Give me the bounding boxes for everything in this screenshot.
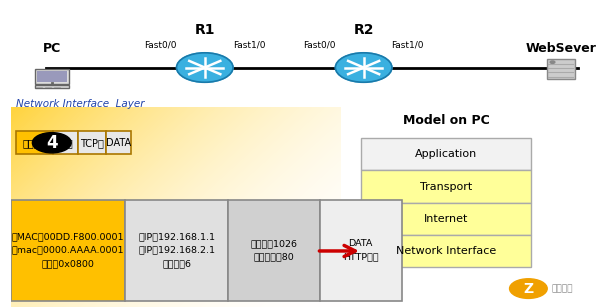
Text: WebSever: WebSever [525, 42, 596, 55]
Circle shape [510, 279, 547, 298]
Bar [106, 131, 130, 154]
Text: Fast1/0: Fast1/0 [391, 41, 424, 50]
Bar [35, 85, 69, 88]
Bar [228, 200, 320, 301]
Text: Z: Z [523, 282, 533, 296]
Bar [37, 71, 66, 82]
Text: R1: R1 [194, 23, 215, 37]
Text: Fast0/0: Fast0/0 [144, 41, 177, 50]
Text: 4: 4 [46, 134, 57, 152]
Circle shape [176, 53, 233, 82]
Text: PC: PC [43, 42, 61, 55]
Bar [547, 59, 575, 79]
Text: DATA: DATA [106, 138, 131, 148]
Text: IP头: IP头 [58, 138, 72, 148]
Text: Application: Application [415, 149, 477, 159]
Text: Internet: Internet [424, 214, 468, 224]
Circle shape [550, 61, 555, 64]
Bar [35, 69, 69, 84]
Text: 源端口号1026
目的端口号80: 源端口号1026 目的端口号80 [251, 239, 297, 261]
Text: 創新互聯: 創新互聯 [552, 284, 573, 293]
Bar [361, 203, 532, 235]
Bar [361, 138, 532, 170]
Text: Fast0/0: Fast0/0 [303, 41, 336, 50]
Bar [53, 131, 78, 154]
Bar [11, 200, 126, 301]
Circle shape [33, 133, 71, 153]
Bar [361, 235, 532, 267]
Text: 源MAC：00DD.F800.0001
目mac：0000.AAAA.0001
类型：0x0800: 源MAC：00DD.F800.0001 目mac：0000.AAAA.0001 … [11, 232, 124, 268]
Text: TCP头: TCP头 [80, 138, 104, 148]
Circle shape [335, 53, 392, 82]
Text: 以太网头: 以太网头 [23, 138, 47, 148]
Text: 源IP：192.168.1.1
目IP：192.168.2.1
协议号：6: 源IP：192.168.1.1 目IP：192.168.2.1 协议号：6 [138, 232, 216, 268]
Bar [126, 200, 228, 301]
Text: Network Interface  Layer: Network Interface Layer [16, 99, 145, 109]
Bar [78, 131, 106, 154]
Text: Network Interface: Network Interface [396, 246, 496, 256]
Text: Transport: Transport [420, 181, 472, 192]
Bar [320, 200, 402, 301]
Text: R2: R2 [353, 23, 374, 37]
Text: DATA
HTTP荷载: DATA HTTP荷载 [343, 239, 379, 261]
Text: Model on PC: Model on PC [403, 115, 489, 127]
Bar [16, 131, 53, 154]
Bar [361, 170, 532, 203]
Text: Fast1/0: Fast1/0 [233, 41, 265, 50]
